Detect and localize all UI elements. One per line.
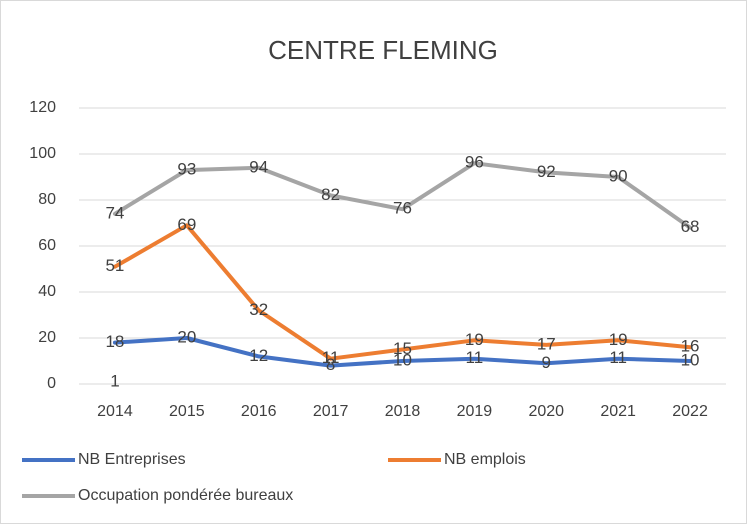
data-label: 10 bbox=[393, 350, 412, 369]
data-label: 19 bbox=[609, 330, 628, 349]
data-label: 92 bbox=[537, 162, 556, 181]
data-label: 96 bbox=[465, 153, 484, 172]
x-tick-label: 2017 bbox=[313, 403, 349, 420]
x-tick-label: 2022 bbox=[672, 403, 708, 420]
data-label: 82 bbox=[321, 185, 340, 204]
data-label: 94 bbox=[249, 157, 268, 176]
data-label: 32 bbox=[249, 300, 268, 319]
data-label: 15 bbox=[393, 339, 412, 358]
x-tick-label: 2016 bbox=[241, 403, 277, 420]
data-label: 69 bbox=[177, 215, 196, 234]
data-label: 76 bbox=[393, 199, 412, 218]
y-tick-label: 20 bbox=[38, 329, 56, 346]
data-label: 90 bbox=[609, 166, 628, 185]
data-label: 11 bbox=[466, 348, 484, 367]
data-label: 19 bbox=[465, 330, 484, 349]
data-label: 11 bbox=[609, 348, 627, 367]
y-tick-label: 40 bbox=[38, 283, 56, 300]
legend-label: Occupation pondérée bureaux bbox=[78, 487, 293, 504]
x-tick-label: 2019 bbox=[457, 403, 493, 420]
legend-label: NB emplois bbox=[444, 451, 526, 468]
data-label: 10 bbox=[681, 350, 700, 369]
annotation: 1 bbox=[110, 371, 119, 390]
x-tick-label: 2018 bbox=[385, 403, 421, 420]
y-tick-label: 60 bbox=[38, 237, 56, 254]
data-label: 68 bbox=[681, 217, 700, 236]
y-tick-label: 120 bbox=[29, 99, 56, 116]
y-tick-label: 0 bbox=[47, 375, 56, 392]
data-label: 20 bbox=[177, 327, 196, 346]
series-line bbox=[112, 223, 693, 361]
x-tick-label: 2014 bbox=[97, 403, 133, 420]
x-tick-label: 2020 bbox=[528, 403, 564, 420]
x-tick-label: 2015 bbox=[169, 403, 205, 420]
data-label: 18 bbox=[105, 332, 124, 351]
x-tick-label: 2021 bbox=[600, 403, 636, 420]
y-tick-label: 80 bbox=[38, 191, 56, 208]
series-line bbox=[112, 161, 693, 230]
data-label: 17 bbox=[537, 334, 556, 353]
chart-title: CENTRE FLEMING bbox=[268, 35, 498, 65]
data-label: 9 bbox=[542, 353, 551, 372]
data-label: 8 bbox=[326, 355, 335, 374]
series-line bbox=[112, 336, 693, 368]
legend-label: NB Entreprises bbox=[78, 451, 186, 468]
data-label: 93 bbox=[177, 160, 196, 179]
y-tick-label: 100 bbox=[29, 145, 56, 162]
data-label: 12 bbox=[249, 346, 268, 365]
data-label: 16 bbox=[681, 337, 700, 356]
data-label: 51 bbox=[105, 256, 124, 275]
data-label: 11 bbox=[322, 348, 340, 367]
data-label: 74 bbox=[105, 203, 124, 222]
